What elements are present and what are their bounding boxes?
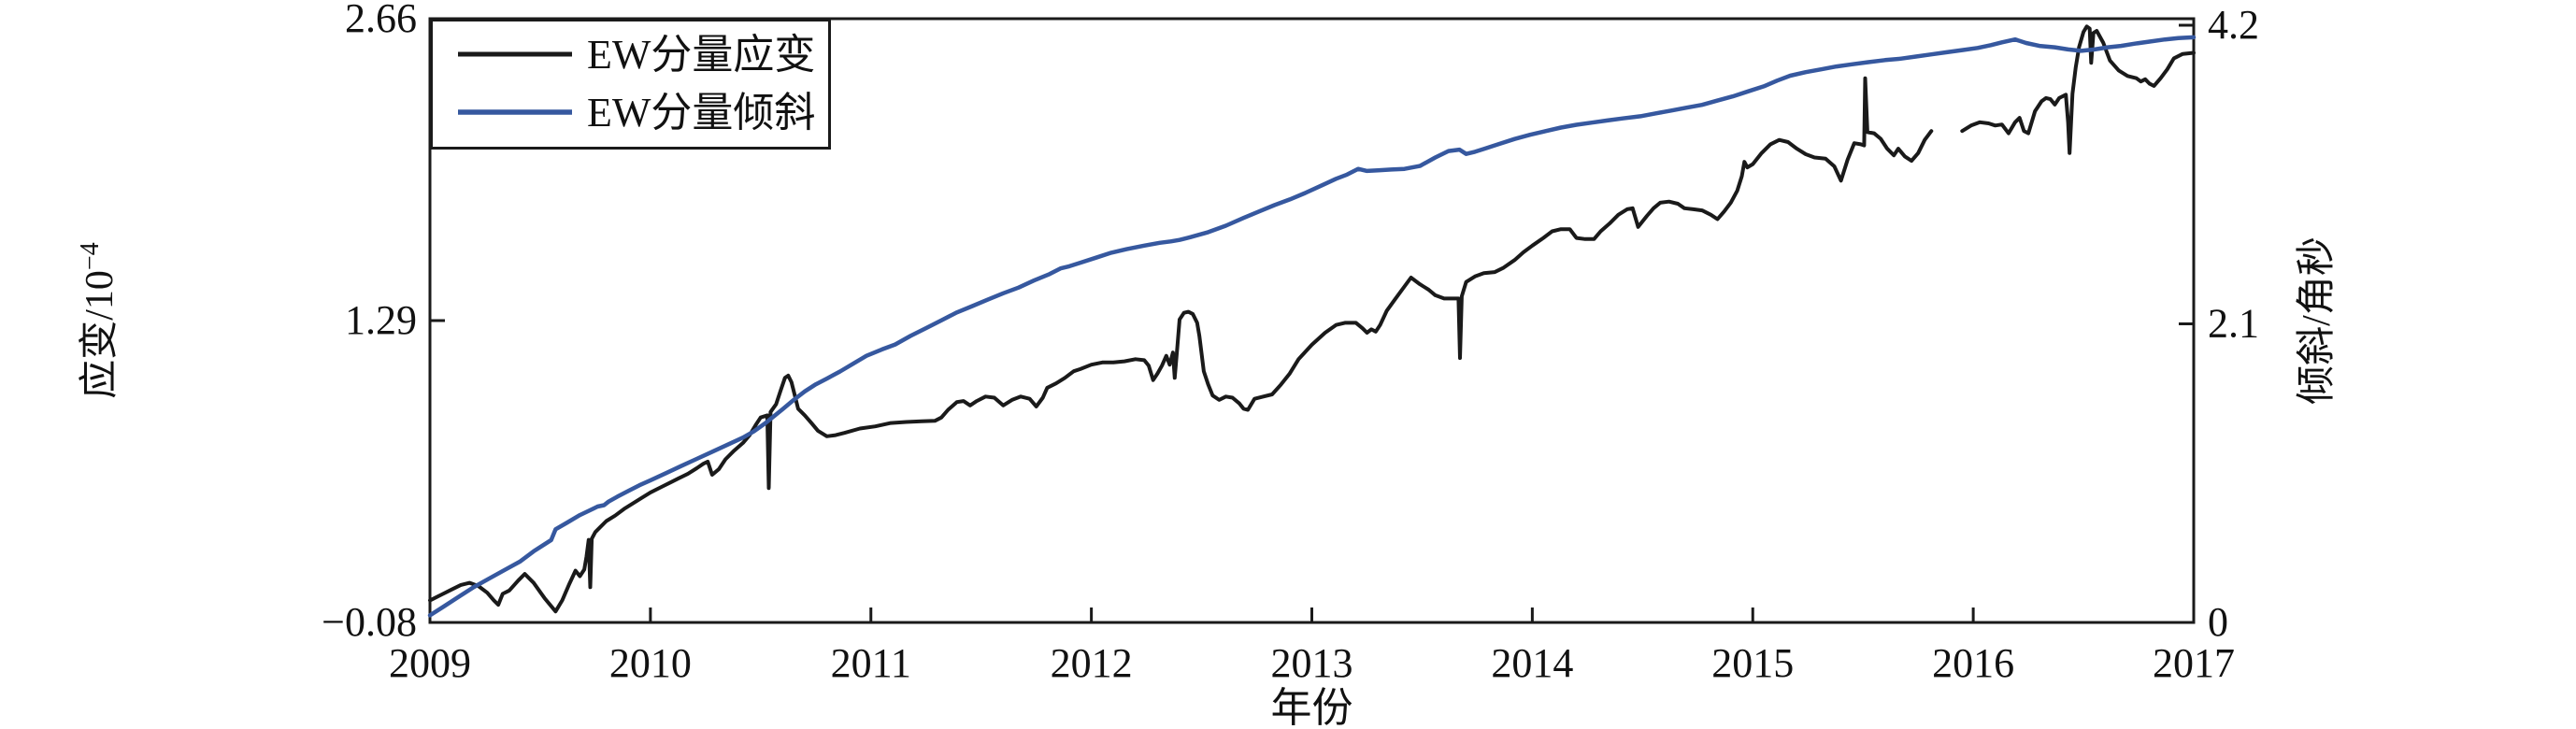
x-tick-label-2010: 2010: [609, 640, 692, 686]
y-right-tick-label-0: 0: [2208, 599, 2228, 645]
y-left-tick-label-−0.08: −0.08: [322, 599, 417, 645]
series-line-tilt-seg0: [427, 35, 2197, 618]
y-left-axis-title: 应变/10−4: [76, 242, 122, 398]
legend-box: [430, 19, 831, 150]
series-line-strain-seg0: [428, 76, 1934, 614]
x-axis-title: 年份: [1271, 685, 1353, 729]
legend-label-0: EW分量应变: [587, 32, 815, 78]
y-right-tick-label-4.2: 4.2: [2208, 2, 2259, 48]
series-line-strain-seg1: [1960, 24, 2196, 155]
y-left-tick-label-1.29: 1.29: [345, 297, 417, 343]
x-tick-label-2013: 2013: [1271, 640, 1353, 686]
x-tick-label-2011: 2011: [831, 640, 911, 686]
y-left-tick-label-2.66: 2.66: [345, 0, 417, 41]
x-tick-label-2012: 2012: [1051, 640, 1133, 686]
y-right-axis-title: 倾斜/角秒: [2296, 236, 2339, 405]
x-tick-label-2017: 2017: [2153, 640, 2235, 686]
x-tick-label-2015: 2015: [1711, 640, 1794, 686]
legend-label-1: EW分量倾斜: [587, 90, 815, 136]
y-right-tick-label-2.1: 2.1: [2208, 301, 2259, 347]
x-tick-label-2016: 2016: [1932, 640, 2014, 686]
x-tick-label-2009: 2009: [389, 640, 471, 686]
x-tick-label-2014: 2014: [1491, 640, 1573, 686]
